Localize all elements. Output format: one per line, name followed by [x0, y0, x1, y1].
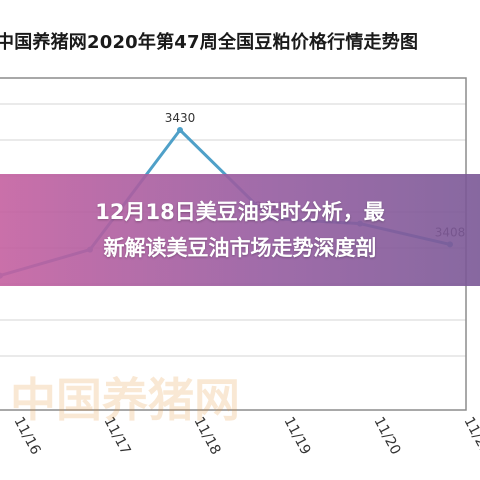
chart-title: 中国养猪网2020年第47周全国豆粕价格行情走势图: [0, 32, 419, 53]
watermark-logo: 中国养猪网: [10, 373, 240, 427]
data-point: [177, 127, 183, 133]
overlay-banner: 12月18日美豆油实时分析，最 新解读美豆油市场走势深度剖: [0, 174, 480, 286]
data-label: 3430: [165, 111, 196, 125]
banner-line-1: 12月18日美豆油实时分析，最: [95, 200, 385, 224]
banner-line-2: 新解读美豆油市场走势深度剖: [103, 236, 377, 260]
